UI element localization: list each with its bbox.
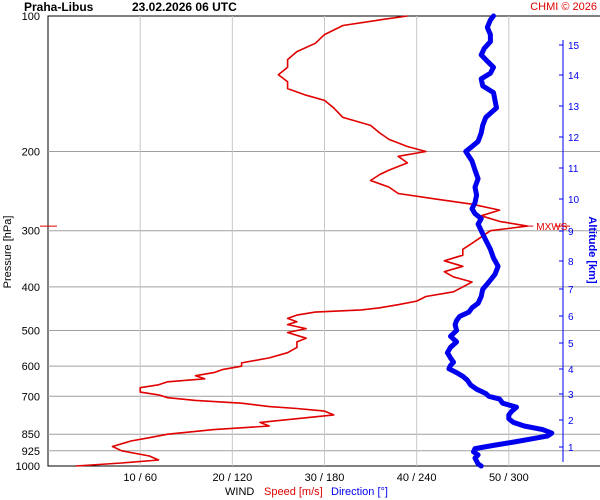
wind-tick-label: 30 / 180 bbox=[305, 472, 345, 484]
series-layer bbox=[75, 13, 555, 469]
pressure-tick-label: 925 bbox=[22, 446, 40, 458]
wind-tick-label: 20 / 120 bbox=[212, 472, 252, 484]
sounding-datetime: 23.02.2026 06 UTC bbox=[132, 0, 237, 14]
wind-tick-label: 10 / 60 bbox=[123, 472, 157, 484]
altitude-tick-label: 14 bbox=[568, 71, 580, 82]
altitude-tick-label: 2 bbox=[568, 416, 574, 427]
speed-series-line bbox=[75, 15, 529, 467]
direction-series-line bbox=[444, 13, 555, 469]
pressure-tick-label: 400 bbox=[22, 282, 40, 294]
pressure-tick-label: 600 bbox=[22, 361, 40, 373]
altitude-axis-label: Altitude [km] bbox=[586, 216, 598, 284]
altitude-tick-label: 11 bbox=[568, 164, 579, 175]
direction-legend: Direction [°] bbox=[331, 486, 388, 498]
altitude-tick-label: 12 bbox=[568, 133, 580, 144]
altitude-tick-label: 1 bbox=[568, 443, 574, 454]
pressure-tick-label: 300 bbox=[22, 226, 40, 238]
wind-tick-label: 50 / 300 bbox=[489, 472, 529, 484]
altitude-tick-label: 13 bbox=[568, 102, 580, 113]
altitude-tick-label: 6 bbox=[568, 312, 574, 323]
altitude-tick-label: 8 bbox=[568, 257, 574, 268]
altitude-tick-label: 3 bbox=[568, 390, 574, 401]
altitude-tick-label: 9 bbox=[568, 227, 574, 238]
altitude-tick-label: 15 bbox=[568, 41, 580, 52]
pressure-tick-label: 200 bbox=[22, 146, 40, 158]
pressure-tick-label: 700 bbox=[22, 391, 40, 403]
mxws-annotation: MXWS bbox=[536, 222, 567, 233]
wind-tick-label: 40 / 240 bbox=[397, 472, 437, 484]
pressure-tick-label: 1000 bbox=[16, 461, 40, 473]
pressure-tick-label: 850 bbox=[22, 429, 40, 441]
speed-legend: Speed [m/s] bbox=[264, 486, 323, 498]
altitude-tick-label: 7 bbox=[568, 285, 574, 296]
pressure-axis-label: Pressure [hPa] bbox=[2, 216, 14, 289]
credit-text: CHMI © 2026 bbox=[530, 1, 597, 13]
station-name: Praha-Libus bbox=[24, 0, 94, 14]
altitude-tick-label: 10 bbox=[568, 195, 580, 206]
pressure-tick-label: 100 bbox=[22, 11, 40, 23]
pressure-tick-label: 500 bbox=[22, 326, 40, 338]
altitude-tick-label: 4 bbox=[568, 365, 574, 376]
altitude-tick-label: 5 bbox=[568, 339, 574, 350]
wind-label: WIND bbox=[225, 486, 254, 498]
